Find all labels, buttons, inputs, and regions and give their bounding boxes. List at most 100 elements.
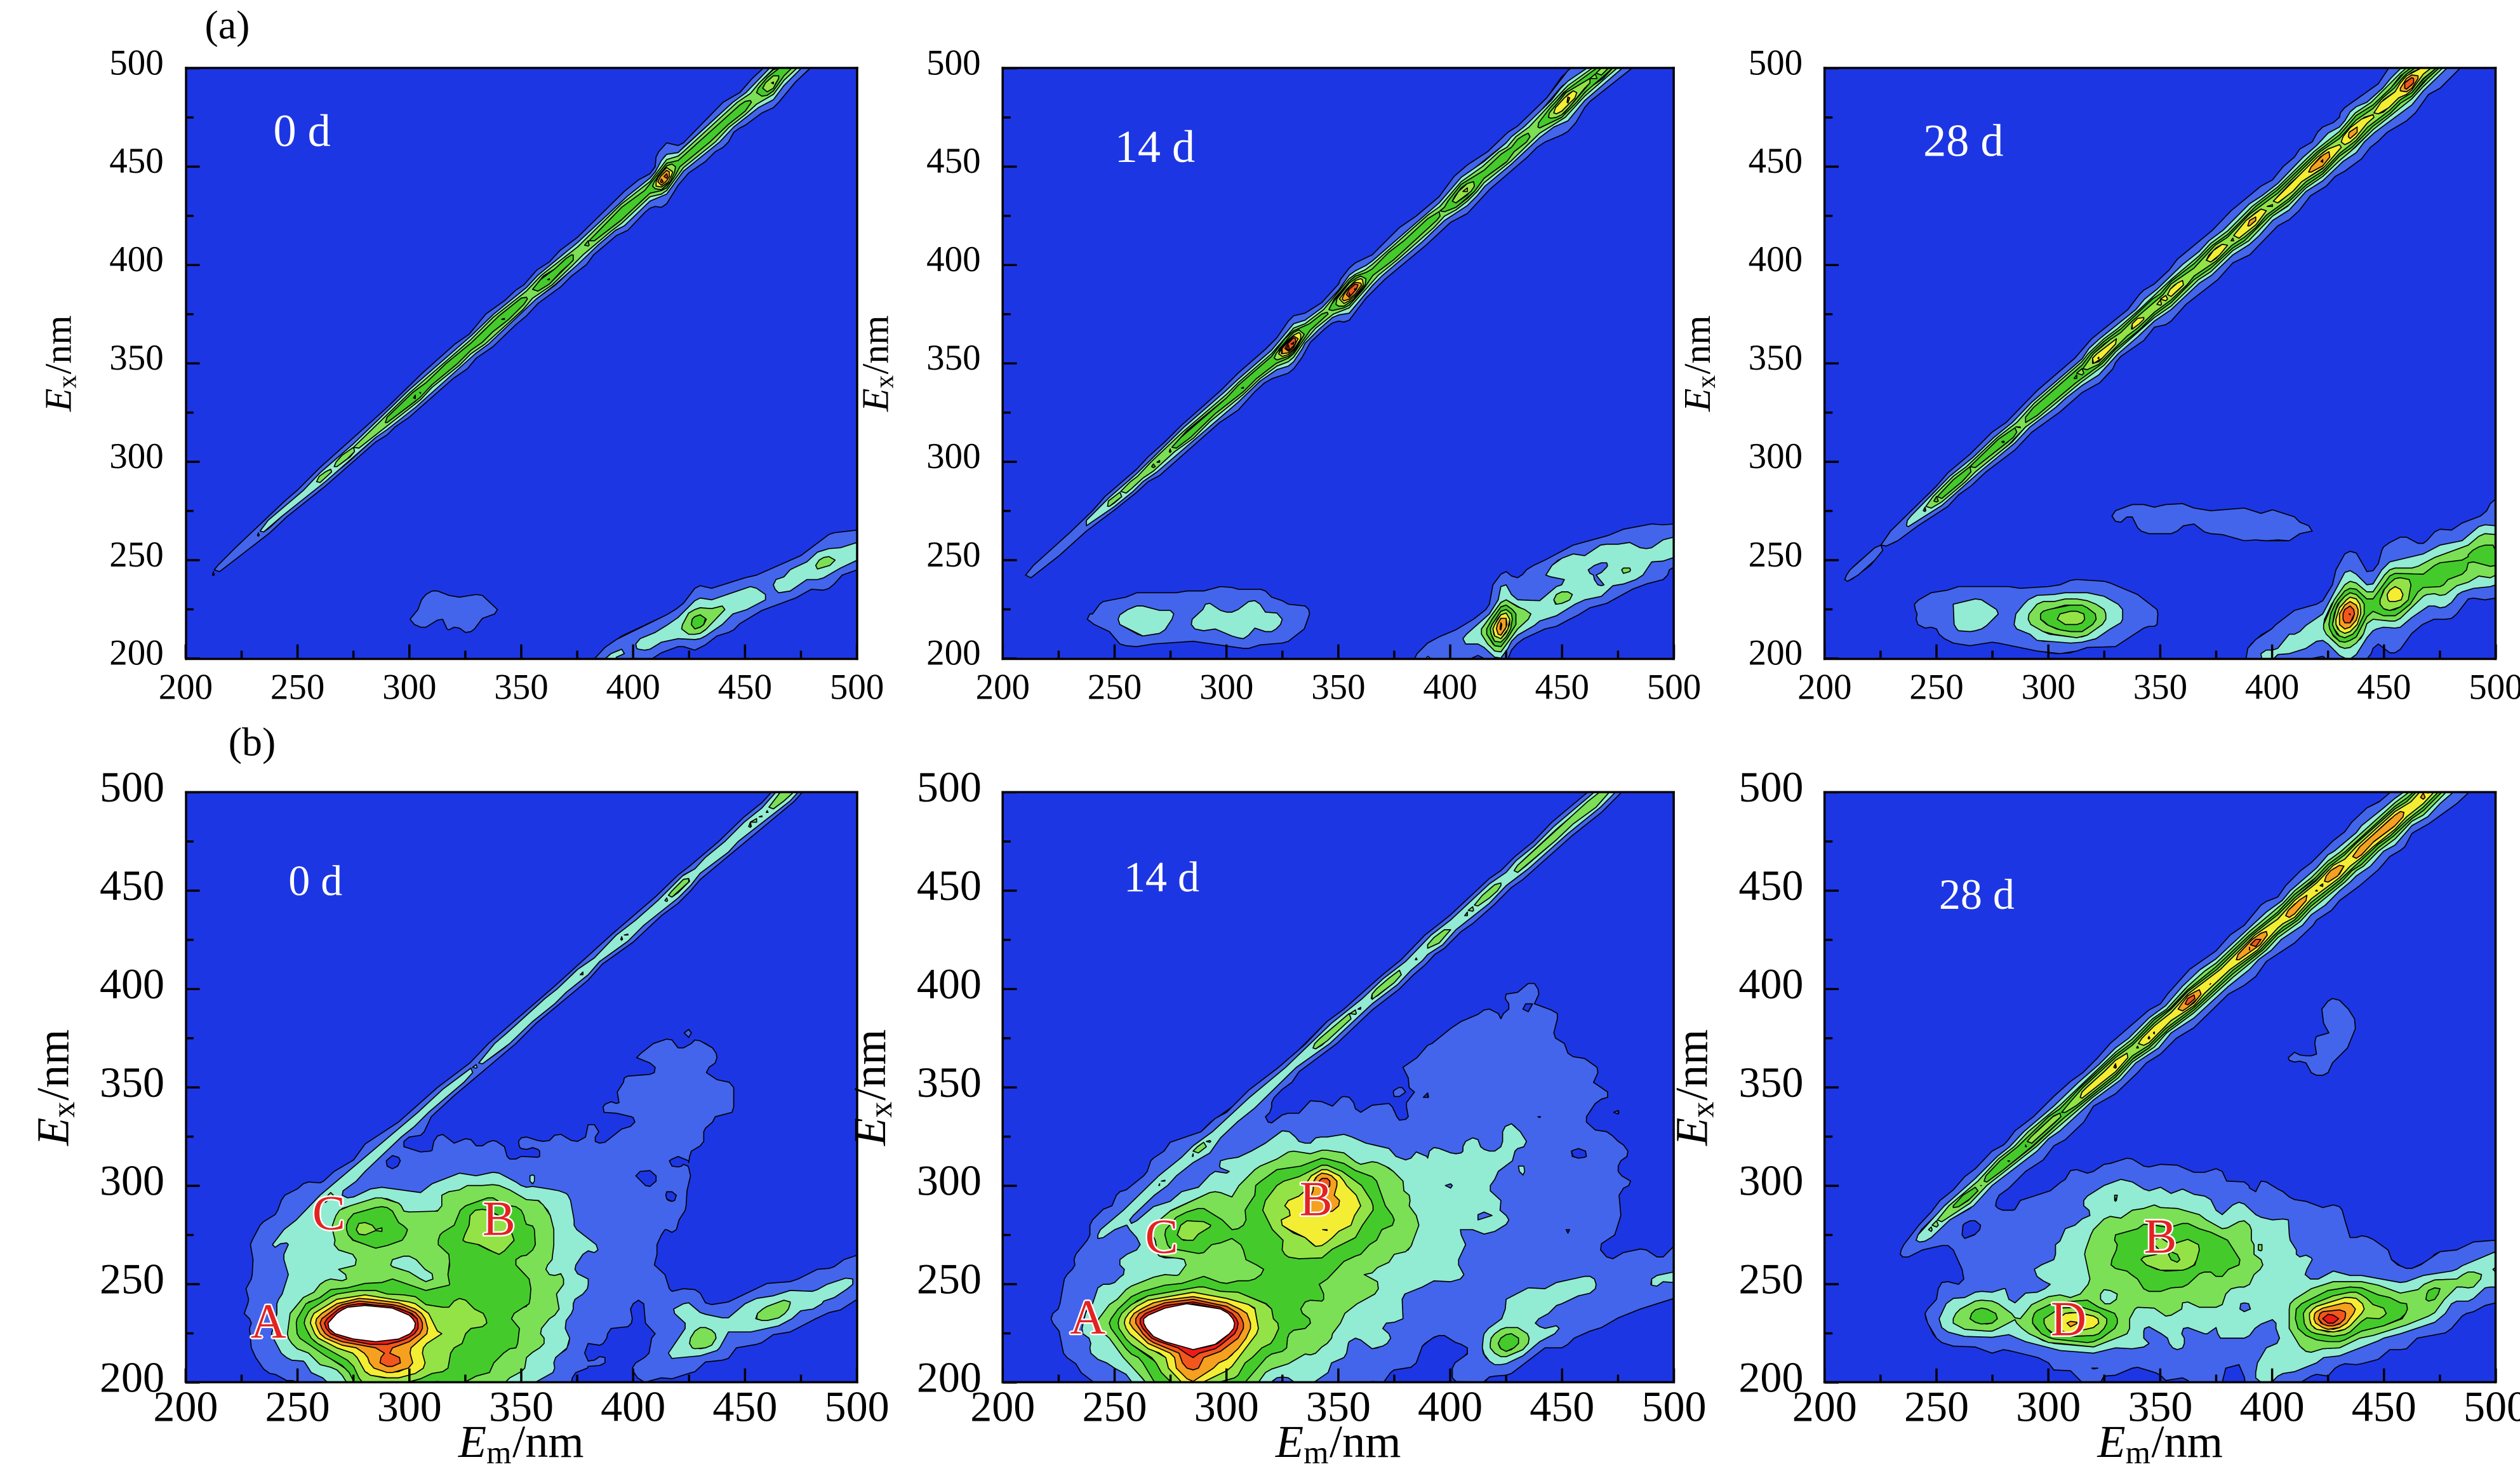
svg-text:350: 350 <box>926 338 980 378</box>
svg-text:B: B <box>481 1190 514 1245</box>
svg-text:B: B <box>2142 1209 2175 1264</box>
svg-text:300: 300 <box>382 667 436 708</box>
svg-text:300: 300 <box>917 1157 982 1205</box>
svg-text:350: 350 <box>1749 338 1803 378</box>
svg-text:28 d: 28 d <box>1923 116 2003 166</box>
svg-text:B: B <box>2145 1209 2178 1264</box>
svg-text:200: 200 <box>970 1382 1035 1430</box>
svg-text:450: 450 <box>2352 1382 2417 1430</box>
svg-text:C: C <box>1144 1210 1177 1264</box>
svg-text:B: B <box>1298 1172 1331 1227</box>
svg-text:450: 450 <box>1749 141 1803 181</box>
svg-text:A: A <box>251 1294 286 1348</box>
svg-text:500: 500 <box>825 1382 890 1430</box>
svg-text:B: B <box>2143 1209 2177 1264</box>
svg-text:0 d: 0 d <box>288 856 342 904</box>
svg-text:300: 300 <box>1194 1382 1259 1430</box>
svg-text:B: B <box>2143 1210 2176 1264</box>
svg-text:500: 500 <box>109 43 163 83</box>
svg-text:B: B <box>2145 1208 2178 1263</box>
svg-text:B: B <box>1298 1171 1331 1225</box>
svg-text:350: 350 <box>2133 667 2187 708</box>
svg-text:B: B <box>484 1191 517 1246</box>
svg-text:A: A <box>1071 1289 1107 1343</box>
svg-text:500: 500 <box>917 763 982 811</box>
svg-text:350: 350 <box>2128 1382 2192 1430</box>
svg-text:C: C <box>1146 1208 1179 1263</box>
svg-text:350: 350 <box>917 1058 982 1106</box>
svg-text:A: A <box>250 1292 285 1347</box>
svg-text:250: 250 <box>109 535 163 575</box>
svg-text:250: 250 <box>917 1255 982 1303</box>
svg-text:250: 250 <box>1082 1382 1147 1430</box>
svg-text:400: 400 <box>601 1382 665 1430</box>
svg-text:14 d: 14 d <box>1124 852 1199 901</box>
svg-text:400: 400 <box>1749 239 1803 279</box>
svg-text:450: 450 <box>926 141 980 181</box>
svg-text:D: D <box>2052 1292 2088 1346</box>
svg-text:200: 200 <box>976 667 1030 708</box>
svg-text:D: D <box>2050 1292 2085 1347</box>
svg-text:300: 300 <box>2016 1382 2081 1430</box>
svg-text:C: C <box>1147 1209 1180 1264</box>
svg-text:B: B <box>2145 1210 2178 1264</box>
svg-text:D: D <box>2050 1291 2085 1345</box>
svg-text:(b): (b) <box>229 719 276 764</box>
svg-text:14 d: 14 d <box>1115 121 1195 172</box>
svg-text:350: 350 <box>1311 667 1365 708</box>
svg-text:A: A <box>252 1294 288 1348</box>
svg-text:B: B <box>481 1192 514 1247</box>
svg-text:450: 450 <box>1738 861 1803 909</box>
svg-text:400: 400 <box>917 960 982 1008</box>
svg-text:A: A <box>1071 1291 1107 1345</box>
svg-text:Em/nm: Em/nm <box>1275 1416 1401 1469</box>
svg-text:B: B <box>1301 1172 1334 1226</box>
svg-text:300: 300 <box>377 1382 442 1430</box>
svg-text:450: 450 <box>712 1382 777 1430</box>
svg-text:C: C <box>1145 1211 1178 1265</box>
svg-text:B: B <box>1301 1171 1334 1225</box>
svg-text:300: 300 <box>1199 667 1253 708</box>
svg-text:250: 250 <box>1738 1255 1803 1303</box>
svg-text:400: 400 <box>606 667 660 708</box>
svg-text:A: A <box>252 1292 288 1347</box>
svg-text:C: C <box>311 1184 344 1239</box>
svg-text:A: A <box>1069 1290 1104 1345</box>
svg-text:400: 400 <box>2245 667 2299 708</box>
svg-text:200: 200 <box>159 667 213 708</box>
svg-text:C: C <box>310 1185 343 1240</box>
svg-text:B: B <box>2143 1211 2177 1265</box>
svg-text:350: 350 <box>489 1382 554 1430</box>
svg-text:450: 450 <box>917 861 982 909</box>
svg-text:200: 200 <box>917 1353 982 1402</box>
svg-text:300: 300 <box>109 436 163 476</box>
svg-text:450: 450 <box>1530 1382 1594 1430</box>
svg-text:500: 500 <box>1641 1382 1706 1430</box>
svg-text:D: D <box>2049 1292 2084 1346</box>
svg-text:B: B <box>483 1193 516 1247</box>
svg-text:D: D <box>2051 1293 2086 1348</box>
svg-text:A: A <box>252 1295 288 1350</box>
svg-text:250: 250 <box>1904 1382 1969 1430</box>
svg-text:450: 450 <box>2357 667 2411 708</box>
svg-text:200: 200 <box>926 633 980 673</box>
svg-text:500: 500 <box>2463 1382 2520 1430</box>
svg-text:500: 500 <box>830 667 884 708</box>
svg-text:D: D <box>2051 1290 2086 1345</box>
svg-text:A: A <box>1069 1291 1104 1345</box>
svg-text:D: D <box>2051 1292 2086 1346</box>
svg-text:D: D <box>2052 1292 2088 1347</box>
svg-text:250: 250 <box>926 535 980 575</box>
svg-text:B: B <box>1300 1172 1333 1226</box>
svg-text:450: 450 <box>1535 667 1589 708</box>
svg-text:250: 250 <box>1749 535 1803 575</box>
svg-text:200: 200 <box>1738 1353 1803 1402</box>
svg-text:Ex/nm: Ex/nm <box>37 315 82 412</box>
svg-text:Em/nm: Em/nm <box>2097 1416 2222 1469</box>
svg-text:500: 500 <box>1749 43 1803 83</box>
svg-text:Em/nm: Em/nm <box>458 1416 583 1469</box>
svg-text:400: 400 <box>2240 1382 2305 1430</box>
svg-text:250: 250 <box>100 1255 164 1303</box>
svg-text:450: 450 <box>109 141 163 181</box>
svg-text:200: 200 <box>1797 667 1851 708</box>
